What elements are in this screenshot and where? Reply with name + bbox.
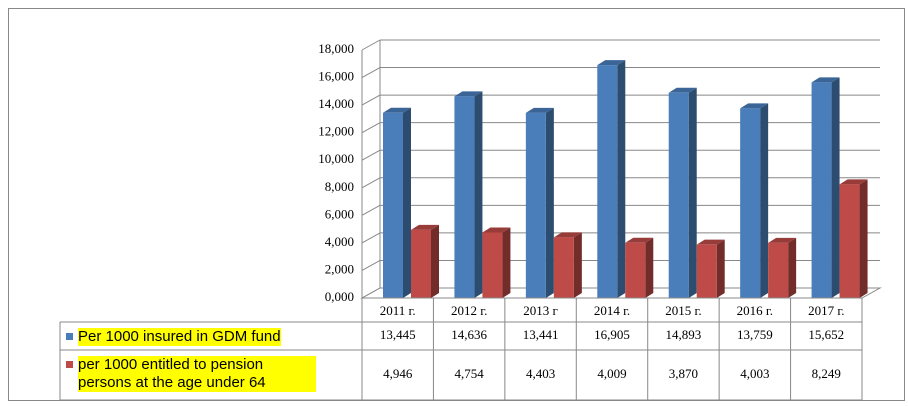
bar [839, 184, 860, 298]
bar-top [696, 239, 725, 245]
grid-line-side [361, 287, 381, 299]
bar [454, 96, 475, 298]
bar [625, 242, 646, 298]
bar [740, 108, 761, 299]
y-tick-label: 8,000 [325, 179, 354, 194]
y-tick-label: 18,000 [318, 41, 354, 56]
table-value: 14,636 [451, 327, 487, 342]
y-tick-label: 4,000 [325, 234, 354, 249]
x-tick-label: 2014 г. [594, 303, 630, 318]
bar [696, 244, 717, 298]
legend-swatch [66, 333, 73, 340]
legend-label: per 1000 entitled to pension persons at … [78, 356, 316, 392]
bar-top [768, 237, 797, 243]
table-value: 4,003 [740, 366, 769, 381]
legend-label: Per 1000 insured in GDM fund [78, 328, 281, 346]
bar [525, 112, 546, 298]
y-tick-label: 12,000 [318, 124, 354, 139]
bar-side [573, 232, 582, 298]
grid-line-side [361, 260, 381, 271]
bar [597, 65, 618, 298]
bar-side [502, 227, 511, 298]
bar-side [716, 239, 725, 298]
legend-entry: per 1000 entitled to pension persons at … [66, 356, 316, 392]
table-value: 13,759 [737, 327, 773, 342]
bar-top [383, 107, 411, 113]
table-value: 15,652 [808, 327, 844, 342]
table-value: 4,754 [455, 366, 485, 381]
bar-side [788, 237, 797, 298]
bar-top [525, 107, 554, 113]
bar-side [545, 107, 554, 298]
bar-side [760, 103, 769, 299]
legend-entry: Per 1000 insured in GDM fund [66, 328, 356, 346]
y-tick-label: 14,000 [318, 96, 354, 111]
bar-top [553, 232, 582, 238]
table-value: 4,403 [526, 366, 555, 381]
bar-side [617, 60, 626, 298]
table-value: 4,946 [383, 366, 413, 381]
bar-top [482, 227, 511, 233]
bar-side [859, 179, 868, 298]
table-value: 3,870 [669, 366, 698, 381]
x-tick-label: 2016 г. [737, 303, 773, 318]
y-tick-label: 2,000 [325, 261, 354, 276]
legend-swatch [66, 361, 73, 368]
bar [668, 92, 689, 298]
bar-side [474, 91, 483, 298]
bar-top [811, 77, 840, 83]
x-tick-label: 2012 г. [451, 303, 487, 318]
bar-top [740, 103, 769, 109]
bar-side [431, 224, 439, 298]
bar [383, 112, 403, 298]
grid-line-side [361, 177, 381, 189]
bar-top [839, 179, 868, 185]
bar-top [668, 87, 697, 93]
grid-line-side [361, 232, 381, 244]
grid-line-side [361, 204, 381, 216]
bar [768, 242, 789, 298]
bar-top [411, 224, 439, 230]
bar-top [625, 237, 654, 243]
bar [482, 232, 503, 298]
grid-line-side [361, 67, 381, 78]
bar [411, 229, 431, 298]
grid-line-side [361, 94, 381, 106]
y-tick-label: 6,000 [325, 206, 354, 221]
table-value: 13,441 [523, 327, 559, 342]
bar-top [454, 91, 483, 97]
x-tick-label: 2017 г. [808, 303, 844, 318]
bar [553, 237, 574, 298]
grid-line-side [361, 122, 381, 134]
bar-side [645, 237, 654, 298]
bar-side [403, 107, 411, 298]
bar [811, 82, 832, 298]
table-value: 13,445 [380, 327, 416, 342]
grid-line-side [361, 149, 381, 161]
table-value: 8,249 [812, 366, 841, 381]
y-tick-label: 0,000 [325, 289, 354, 304]
bar-top [597, 60, 626, 66]
table-value: 4,009 [597, 366, 626, 381]
y-tick-label: 16,000 [318, 69, 354, 84]
x-tick-label: 2013 г [523, 303, 558, 318]
x-tick-label: 2015 г. [665, 303, 701, 318]
table-value: 14,893 [666, 327, 702, 342]
bar-side [688, 87, 697, 298]
bar-side [831, 77, 840, 298]
grid-line-side [361, 39, 381, 51]
y-tick-label: 10,000 [318, 151, 354, 166]
x-tick-label: 2011 г. [380, 303, 416, 318]
table-value: 16,905 [594, 327, 630, 342]
